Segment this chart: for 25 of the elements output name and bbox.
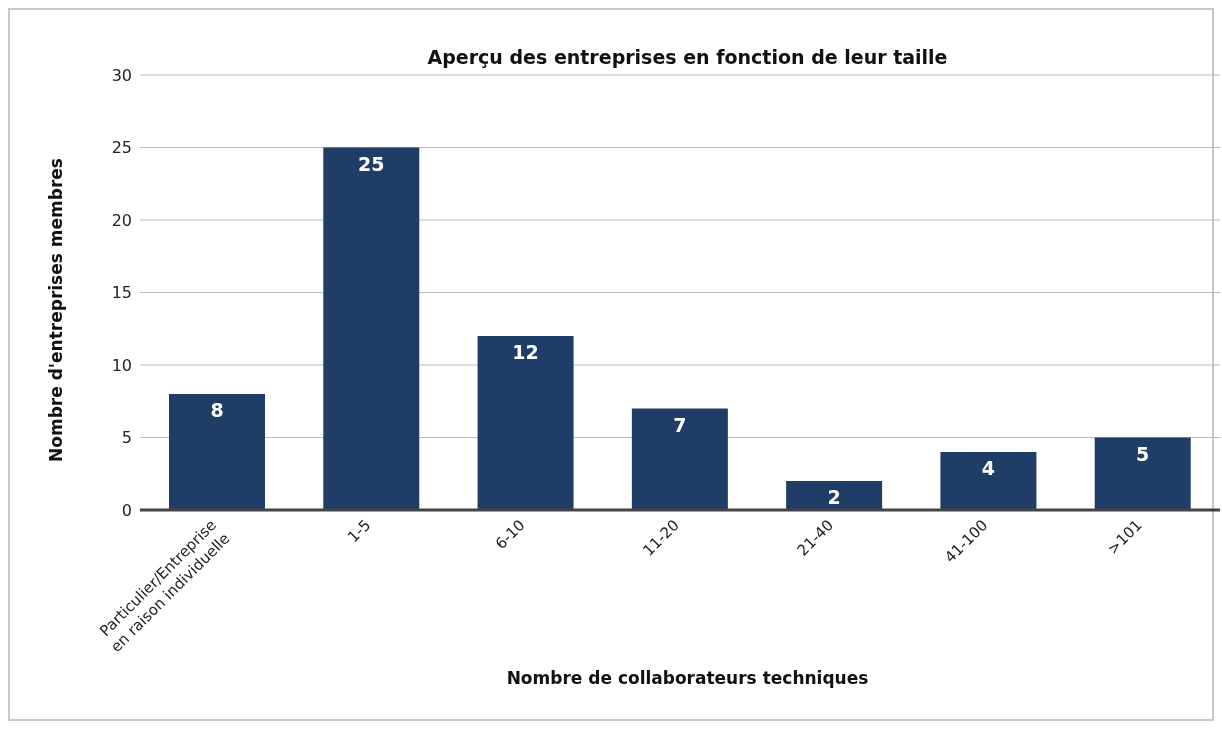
y-tick-label: 25 xyxy=(111,138,132,158)
bar xyxy=(786,481,883,510)
y-axis-title: Nombre d'entreprises membres xyxy=(46,158,66,462)
x-axis-title: Nombre de collaborateurs techniques xyxy=(505,668,870,688)
y-tick-label: 10 xyxy=(111,355,132,375)
bar xyxy=(1094,437,1191,510)
y-tick-label: 20 xyxy=(111,210,132,230)
data-label: 4 xyxy=(981,457,996,480)
data-label: 12 xyxy=(512,341,539,364)
bar xyxy=(477,336,574,510)
data-label: 2 xyxy=(827,486,841,509)
bar xyxy=(940,452,1037,510)
x-tick-label: 1-5 xyxy=(344,516,375,547)
data-label: 8 xyxy=(210,399,224,422)
data-label: 7 xyxy=(673,413,687,436)
bar xyxy=(323,147,420,510)
y-tick-label: 5 xyxy=(121,428,132,448)
y-tick-label: 30 xyxy=(111,65,132,85)
y-tick-label: 15 xyxy=(111,283,132,303)
bar xyxy=(169,394,265,510)
data-label: 5 xyxy=(1136,442,1150,465)
y-tick-label: 0 xyxy=(121,500,132,520)
chart-title: Aperçu des entreprises en fonction de leur taille xyxy=(426,46,949,68)
bar xyxy=(631,408,728,510)
data-label: 25 xyxy=(358,152,385,175)
